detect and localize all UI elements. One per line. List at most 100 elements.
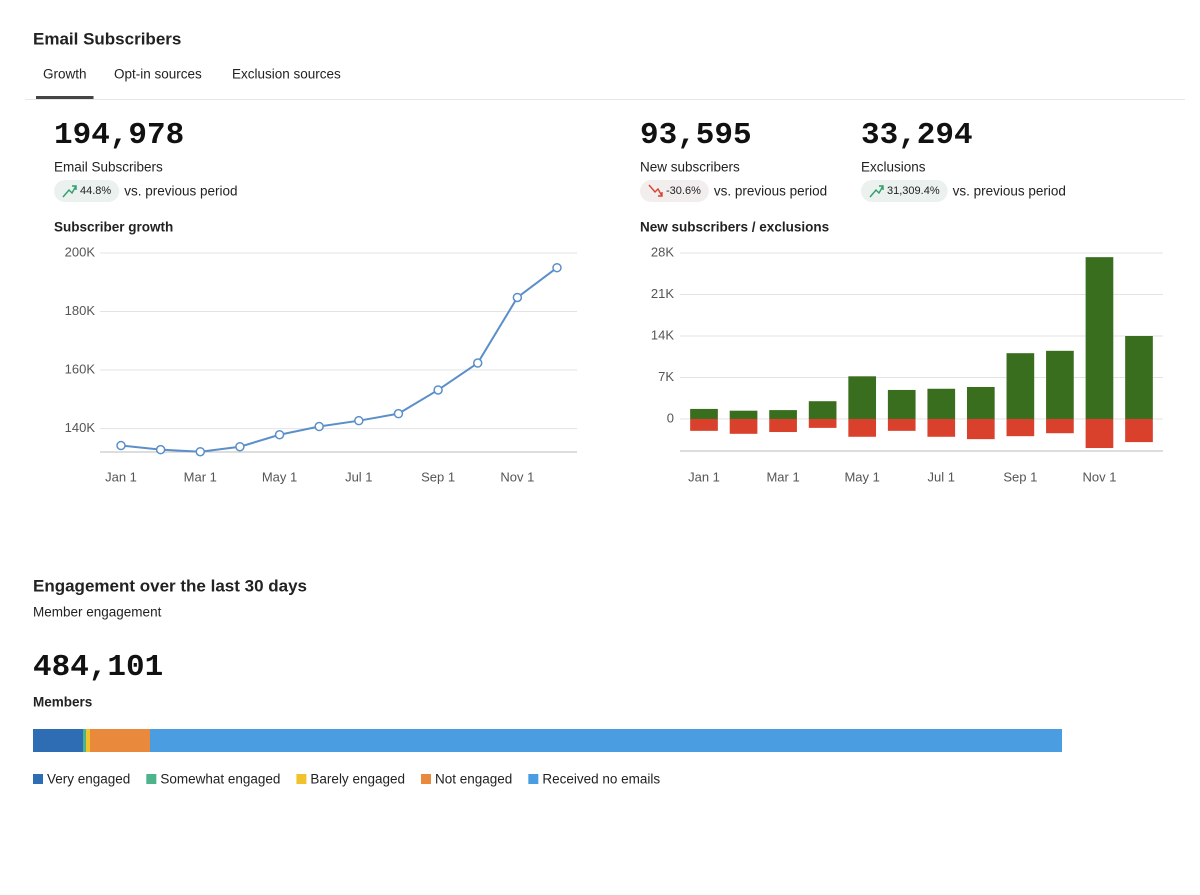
trend-icon: [648, 184, 663, 197]
change-value: -30.6%: [666, 185, 701, 197]
legend-label: Somewhat engaged: [160, 772, 280, 787]
legend-label: Barely engaged: [310, 772, 405, 787]
bar: [1046, 418, 1074, 434]
members-label: Members: [33, 695, 92, 710]
y-tick-label: 160K: [65, 361, 96, 376]
chart-title: Subscriber growth: [54, 220, 173, 235]
bar: [966, 418, 995, 440]
legend-label: Received no emails: [542, 772, 660, 787]
bar: [690, 418, 718, 431]
comparison: vs. previous period: [124, 184, 237, 199]
trend-icon: [869, 185, 884, 198]
x-tick-label: Sep 1: [421, 469, 455, 484]
engagement-segment: [83, 729, 86, 752]
bar: [1006, 418, 1035, 437]
bar: [808, 418, 837, 428]
line: [120, 266, 558, 453]
x-tick-label: May 1: [262, 469, 297, 484]
change-value: 31,309.4%: [887, 185, 940, 197]
y-tick-label: 200K: [65, 244, 96, 259]
bar: [729, 410, 758, 419]
legend-label: Not engaged: [435, 772, 512, 787]
point: [116, 440, 126, 451]
metric-label: New subscribers: [640, 160, 740, 175]
x-tick-label: Mar 1: [766, 469, 799, 484]
x-tick-label: Mar 1: [184, 469, 217, 484]
y-tick-label: 28K: [651, 244, 674, 259]
point: [393, 408, 404, 419]
trend-icon: [62, 185, 77, 198]
page-title: Email Subscribers: [33, 29, 181, 48]
x-tick-label: Nov 1: [1082, 469, 1116, 484]
bar: [927, 388, 956, 419]
bar: [1125, 418, 1153, 443]
change-badge: [54, 180, 120, 202]
tab[interactable]: Exclusion sources: [232, 67, 341, 82]
y-tick-label: 0: [667, 410, 674, 425]
x-tick-label: Jan 1: [688, 469, 720, 484]
engagement-segment: [33, 729, 84, 752]
engagement-segment: [149, 729, 1062, 752]
point: [354, 415, 364, 426]
section-title: Engagement over the last 30 days: [33, 576, 307, 595]
bar: [848, 418, 877, 437]
metric-label: Exclusions: [861, 160, 926, 175]
point: [155, 444, 166, 455]
legend-swatch: [296, 774, 307, 784]
tab-underline: [36, 96, 94, 99]
bar: [1125, 335, 1153, 419]
bar: [769, 418, 797, 433]
comparison: vs. previous period: [953, 184, 1066, 199]
legend-swatch: [528, 774, 539, 784]
x-tick-label: Jan 1: [105, 469, 137, 484]
point: [512, 292, 523, 303]
bar: [729, 418, 758, 434]
chart-title: New subscribers / exclusions: [640, 220, 829, 235]
metric-value: 194,978: [54, 118, 184, 153]
y-tick-label: 14K: [651, 327, 674, 342]
x-tick-label: Nov 1: [500, 469, 534, 484]
metric-value: 93,595: [640, 118, 752, 153]
point: [433, 385, 443, 395]
comparison: vs. previous period: [714, 184, 827, 199]
legend-label: Very engaged: [47, 772, 130, 787]
bar: [1085, 257, 1114, 419]
tab[interactable]: Opt-in sources: [114, 67, 202, 82]
point: [552, 262, 562, 273]
members-value: 484,101: [33, 650, 163, 685]
point: [314, 421, 324, 432]
metric-value: 33,294: [861, 118, 973, 153]
bar: [1006, 353, 1035, 419]
legend-swatch: [33, 774, 43, 784]
y-tick-label: 21K: [651, 286, 674, 301]
engagement-segment: [89, 729, 150, 752]
x-tick-label: Jul 1: [345, 469, 372, 484]
y-tick-label: 180K: [65, 303, 96, 318]
bar: [966, 386, 995, 419]
x-tick-label: Sep 1: [1003, 469, 1037, 484]
change-value: 44.8%: [80, 185, 111, 197]
y-tick-label: 140K: [65, 420, 96, 435]
legend-swatch: [421, 774, 431, 784]
section-subtitle: Member engagement: [33, 605, 162, 620]
x-tick-label: May 1: [844, 469, 879, 484]
bar: [769, 410, 797, 419]
change-badge: [640, 180, 709, 202]
y-tick-label: 7K: [658, 369, 674, 384]
tab[interactable]: Growth: [43, 67, 87, 82]
bar: [887, 418, 916, 431]
metric-label: Email Subscribers: [54, 160, 163, 175]
bar: [1046, 350, 1074, 419]
x-tick-label: Jul 1: [928, 469, 955, 484]
bar: [1085, 418, 1114, 449]
bar: [690, 408, 718, 419]
bar: [927, 418, 956, 437]
bar: [887, 389, 916, 419]
point: [472, 358, 483, 368]
point: [274, 429, 285, 440]
point: [235, 441, 245, 452]
legend-swatch: [146, 774, 157, 784]
engagement-segment: [85, 729, 90, 752]
bar: [848, 376, 877, 419]
